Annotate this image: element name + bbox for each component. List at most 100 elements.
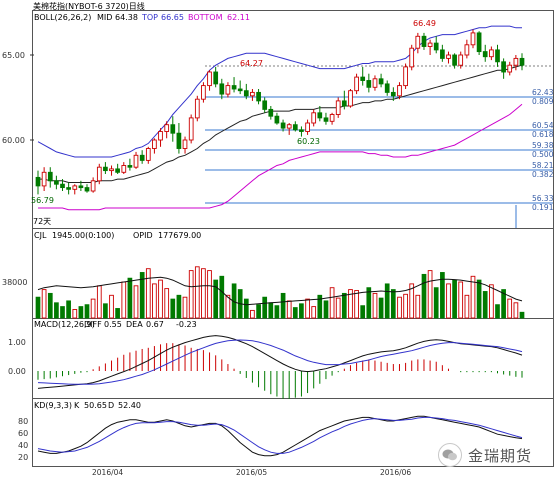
- volume-bar: [489, 284, 494, 319]
- volume-bar: [201, 268, 206, 319]
- candlestick: [72, 184, 78, 195]
- fib-price-label: 58.21: [532, 161, 554, 170]
- volume-bar: [415, 294, 421, 319]
- candlestick: [464, 39, 470, 59]
- candle-body: [72, 185, 78, 190]
- kd-name: KD(9,3,3): [34, 401, 72, 410]
- volume-bar: [513, 302, 519, 319]
- candle-body: [427, 42, 433, 47]
- price-marks: 66.49 64.27 60.23 56.79: [31, 19, 436, 205]
- candlestick: [354, 73, 359, 95]
- candle-body: [60, 183, 65, 189]
- candle-body: [409, 47, 415, 68]
- high-mark-label: 66.49: [413, 19, 436, 28]
- volume-bar: [145, 268, 151, 319]
- volume-bar: [305, 298, 310, 319]
- candlestick: [446, 51, 451, 64]
- volume-bar: [35, 296, 41, 319]
- candle-body: [188, 117, 194, 141]
- candle-body: [415, 35, 421, 49]
- candle-body: [115, 168, 120, 173]
- candlestick: [176, 123, 182, 154]
- volume-bar: [440, 272, 445, 319]
- candle-body: [41, 171, 47, 187]
- volume-bar: [66, 300, 71, 319]
- opid-line: [37, 276, 523, 306]
- candlestick: [96, 163, 102, 185]
- volume-bar: [452, 279, 457, 319]
- candle-body: [317, 112, 323, 119]
- volume-bar: [96, 285, 102, 319]
- boll-bottom-label: BOTTOM: [188, 13, 223, 22]
- volume-bar: [60, 306, 65, 319]
- kd-d-value: 52.40: [118, 401, 141, 410]
- candlestick: [397, 82, 402, 100]
- candle-body: [274, 115, 280, 124]
- wechat-logo-icon: [438, 443, 462, 467]
- kd-y-tick: 40: [18, 441, 28, 450]
- price-y-tick: 60.00: [2, 136, 25, 145]
- volume-bar: [121, 281, 127, 319]
- volume-bar: [372, 292, 378, 319]
- candle-body: [231, 85, 237, 90]
- candle-body: [213, 71, 219, 85]
- volume-bar: [188, 270, 194, 319]
- watermark-text: 金瑞期货: [468, 446, 533, 465]
- candle-body: [329, 114, 335, 122]
- candle-body: [84, 187, 90, 192]
- macd-y-axis: 1.00 0.00: [8, 338, 26, 376]
- candlestick: [274, 112, 280, 125]
- volume-bar: [409, 283, 415, 319]
- cjl-value: 1945.00(0:100): [52, 231, 114, 240]
- candlestick: [127, 158, 133, 171]
- volume-bar: [139, 272, 145, 319]
- candle-body: [139, 154, 145, 161]
- candlestick: [292, 121, 298, 132]
- volume-y-tick: 38000: [2, 278, 27, 287]
- macd-diff-line: [37, 335, 523, 389]
- kd-y-tick: 60: [18, 429, 28, 438]
- macd-diff-value: 0.55: [104, 320, 122, 329]
- candle-body: [372, 78, 378, 88]
- candle-body: [470, 32, 476, 46]
- candlestick: [433, 36, 439, 54]
- candlestick: [501, 58, 506, 79]
- candle-body: [164, 124, 170, 132]
- candlestick: [115, 163, 120, 174]
- boll-top-label: TOP: [141, 13, 158, 22]
- candle-body: [243, 90, 249, 97]
- fib-price-label: 62.43: [532, 88, 554, 97]
- candlestick: [170, 116, 176, 142]
- candle-body: [237, 88, 243, 92]
- boll-bands: [37, 25, 523, 211]
- opid-label: OPID: [133, 231, 153, 240]
- candle-body: [378, 78, 384, 85]
- candle-body: [170, 124, 176, 134]
- candlestick: [164, 121, 170, 139]
- price-legend: 美棉花指(NYBOT-6 3720)日线 BOLL(26,26,2) MID 6…: [33, 1, 250, 22]
- volume-bar: [109, 294, 114, 319]
- candle-body: [256, 91, 261, 102]
- volume-bar: [458, 281, 464, 319]
- volume-bar: [133, 285, 139, 319]
- candle-body: [152, 139, 157, 149]
- candle-body: [121, 165, 127, 173]
- macd-dea-label: DEA: [126, 320, 143, 329]
- candlestick: [194, 95, 200, 122]
- candlestick: [145, 146, 151, 164]
- boll-name: BOLL(26,26,2): [34, 13, 91, 22]
- candlestick: [280, 119, 286, 132]
- candle-body: [127, 165, 133, 168]
- candle-body: [476, 32, 482, 53]
- candle-body: [35, 176, 41, 187]
- candlestick: [286, 123, 292, 135]
- macd-hist-value: -0.23: [176, 320, 197, 329]
- candle-body: [47, 171, 53, 182]
- volume-bar: [292, 307, 298, 319]
- volume-bar: [384, 283, 390, 319]
- candle-body: [299, 129, 304, 132]
- macd-name: MACD(12,26,9): [34, 320, 95, 329]
- fib-ratio-label: 0.809: [532, 97, 554, 106]
- candlestick: [188, 114, 194, 144]
- candlestick: [476, 31, 482, 55]
